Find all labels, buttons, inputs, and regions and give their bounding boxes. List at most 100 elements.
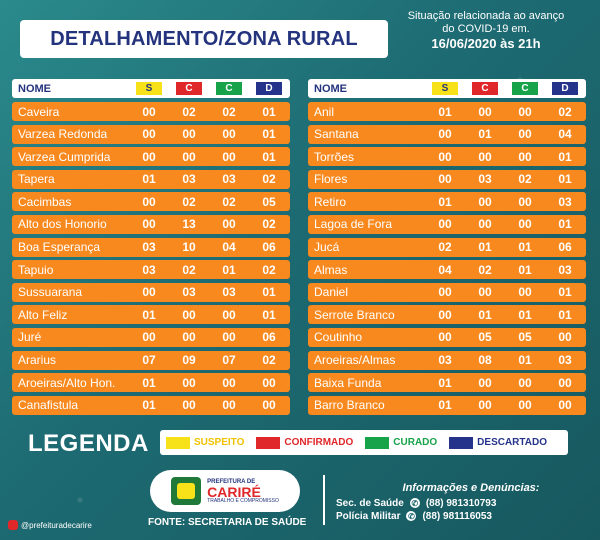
- situation-line1: Situação relacionada ao avanço: [407, 10, 565, 22]
- row-values: 04 02 01 03: [432, 263, 578, 277]
- row-values: 01 00 00 02: [432, 105, 578, 119]
- legend-label: CURADO: [393, 437, 438, 448]
- value-suspeito: 00: [142, 217, 156, 232]
- table-row: Aroeiras/Alto Hon. 01 00 00 00: [12, 373, 290, 393]
- locality-name: Sussuarana: [18, 285, 83, 300]
- value-confirmado: 00: [478, 217, 492, 232]
- value-confirmado: 03: [478, 172, 492, 187]
- table-row: Varzea Redonda 00 00 00 01: [12, 124, 290, 144]
- contact-health-number: (88) 981310793: [425, 498, 497, 509]
- value-confirmado: 00: [182, 398, 196, 413]
- value-suspeito: 00: [438, 172, 452, 187]
- value-descartado: 01: [558, 217, 572, 232]
- locality-name: Boa Esperança: [18, 240, 101, 255]
- value-curado: 00: [518, 217, 532, 232]
- value-curado: 00: [518, 104, 532, 119]
- locality-name: Cacimbas: [18, 194, 72, 209]
- locality-name: Juré: [18, 330, 42, 345]
- locality-name: Almas: [314, 262, 348, 277]
- table-row: Juré 00 00 00 06: [12, 327, 290, 347]
- value-curado: 01: [518, 353, 532, 368]
- page-title: DETALHAMENTO/ZONA RURAL: [50, 27, 358, 50]
- row-values: 00 02 02 05: [136, 195, 282, 209]
- row-values: 01 00 00 00: [432, 376, 578, 390]
- legend-title: LEGENDA: [28, 430, 149, 457]
- value-descartado: 03: [558, 353, 572, 368]
- value-curado: 00: [222, 375, 236, 390]
- prefeitura-logo: PREFEITURA DE CARIRÉ TRABALHO E COMPROMI…: [150, 470, 300, 512]
- value-curado: 00: [518, 375, 532, 390]
- situation-note: Situação relacionada ao avanço do COVID-…: [386, 10, 586, 52]
- instagram-icon: [8, 520, 18, 530]
- locality-name: Alto dos Honorio: [18, 217, 107, 232]
- table-header: NOME S C C D: [12, 79, 290, 98]
- value-confirmado: 13: [182, 217, 196, 232]
- row-values: 00 00 00 01: [432, 150, 578, 164]
- table-row: Daniel 00 00 00 01: [308, 282, 586, 302]
- logo-text: PREFEITURA DE CARIRÉ TRABALHO E COMPROMI…: [207, 479, 279, 504]
- legend-item: SUSPEITO: [166, 436, 252, 449]
- instagram-handle: @prefeituradecarire: [8, 520, 92, 530]
- locality-name: Aroeiras/Alto Hon.: [18, 375, 116, 390]
- value-curado: 05: [518, 330, 532, 345]
- row-values: 00 03 03 01: [136, 285, 282, 299]
- legend-swatch: [449, 436, 474, 449]
- locality-name: Varzea Cumprida: [18, 149, 111, 164]
- source-note: FONTE: SECRETARIA DE SAÚDE: [148, 517, 307, 528]
- table-row: Ararius 07 09 07 02: [12, 350, 290, 370]
- table-row: Varzea Cumprida 00 00 00 01: [12, 147, 290, 167]
- value-descartado: 06: [262, 240, 276, 255]
- value-curado: 00: [518, 149, 532, 164]
- value-confirmado: 02: [182, 194, 196, 209]
- locality-name: Alto Feliz: [18, 307, 68, 322]
- phone-icon: ✆: [406, 511, 417, 521]
- value-descartado: 01: [558, 307, 572, 322]
- value-confirmado: 00: [478, 398, 492, 413]
- table-row: Jucá 02 01 01 06: [308, 237, 586, 257]
- locality-name: Serrote Branco: [314, 307, 395, 322]
- row-values: 00 13 00 02: [136, 217, 282, 231]
- value-curado: 00: [222, 217, 236, 232]
- table-row: Tapera 01 03 03 02: [12, 169, 290, 189]
- value-descartado: 00: [558, 398, 572, 413]
- value-suspeito: 00: [142, 330, 156, 345]
- table-row: Barro Branco 01 00 00 00: [308, 395, 586, 415]
- locality-name: Anil: [314, 104, 335, 119]
- row-values: 03 10 04 06: [136, 240, 282, 254]
- table-row: Flores 00 03 02 01: [308, 169, 586, 189]
- row-values: 00 00 00 06: [136, 330, 282, 344]
- value-descartado: 00: [262, 375, 276, 390]
- locality-name: Aroeiras/Almas: [314, 353, 396, 368]
- value-descartado: 00: [558, 375, 572, 390]
- legend-label: CONFIRMADO: [284, 437, 354, 448]
- row-values: 00 00 00 01: [136, 127, 282, 141]
- value-descartado: 02: [262, 353, 276, 368]
- column-header-curado: C: [512, 82, 538, 95]
- legend-label: DESCARTADO: [477, 437, 547, 448]
- whatsapp-icon: ✆: [409, 498, 420, 508]
- value-curado: 02: [222, 104, 236, 119]
- value-curado: 01: [518, 307, 532, 322]
- row-values: 00 00 00 01: [136, 150, 282, 164]
- value-curado: 00: [518, 127, 532, 142]
- locality-name: Torrões: [314, 149, 355, 164]
- value-curado: 01: [222, 262, 236, 277]
- value-suspeito: 00: [438, 330, 452, 345]
- value-suspeito: 01: [438, 104, 452, 119]
- table-header: NOME S C C D: [308, 79, 586, 98]
- table-row: Tapuio 03 02 01 02: [12, 260, 290, 280]
- value-curado: 03: [222, 172, 236, 187]
- value-descartado: 06: [262, 330, 276, 345]
- locality-name: Varzea Redonda: [18, 127, 108, 142]
- legend-swatch: [256, 436, 281, 449]
- value-suspeito: 03: [142, 240, 156, 255]
- locality-name: Baixa Funda: [314, 375, 382, 390]
- table-row: Alto Feliz 01 00 00 01: [12, 305, 290, 325]
- row-values: 01 00 00 01: [136, 308, 282, 322]
- column-header-suspeito: S: [136, 82, 162, 95]
- table-row: Santana 00 01 00 04: [308, 124, 586, 144]
- row-values: 00 00 00 01: [432, 285, 578, 299]
- value-descartado: 02: [558, 104, 572, 119]
- locality-name: Ararius: [18, 353, 57, 368]
- contact-health-label: Sec. de Saúde: [336, 498, 404, 509]
